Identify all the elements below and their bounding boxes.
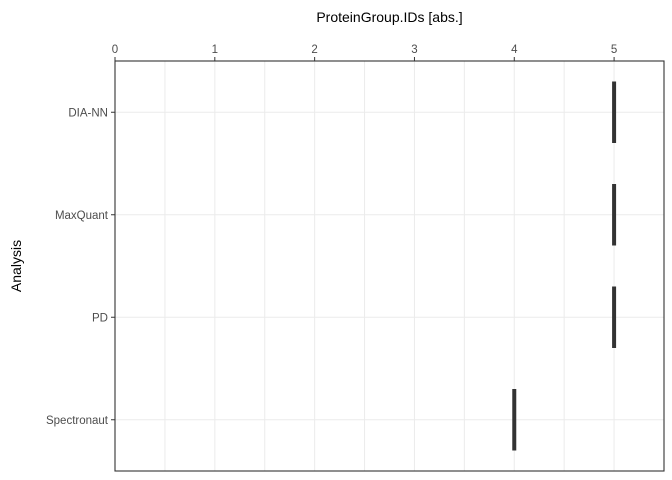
- x-tick-label: 1: [212, 44, 218, 56]
- x-tick-label: 5: [611, 44, 617, 56]
- bar-layer: [512, 81, 617, 451]
- bar-maxquant: [612, 184, 617, 246]
- x-axis-ticks: 0 1 2 3 4 5: [112, 44, 617, 61]
- y-tick-label: DIA-NN: [68, 107, 108, 119]
- x-axis-title: ProteinGroup.IDs [abs.]: [316, 9, 462, 25]
- y-axis-title: Analysis: [8, 240, 24, 292]
- x-tick-label: 4: [511, 44, 518, 56]
- x-tick-label: 0: [112, 44, 118, 56]
- bar-dia-nn: [612, 81, 617, 143]
- y-tick-label: PD: [92, 312, 108, 324]
- x-tick-label: 2: [311, 44, 317, 56]
- y-tick-label: Spectronaut: [46, 415, 109, 427]
- panel-border: [114, 60, 665, 472]
- y-tick-label: MaxQuant: [55, 210, 109, 222]
- bar-pd: [612, 286, 617, 348]
- y-axis-ticks: DIA-NN MaxQuant PD Spectronaut: [46, 107, 115, 427]
- x-tick-label: 3: [411, 44, 417, 56]
- bar-spectronaut: [512, 389, 517, 451]
